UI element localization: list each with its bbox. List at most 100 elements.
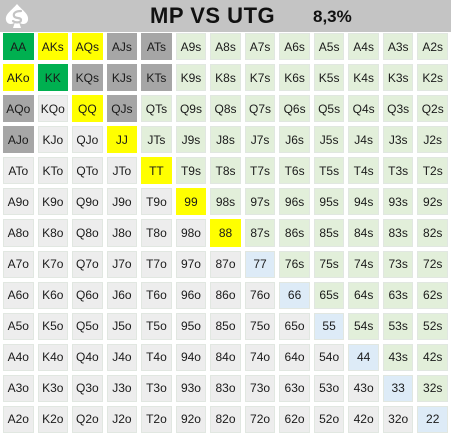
hand-cell[interactable]: A9o <box>3 188 34 216</box>
hand-cell[interactable]: T4s <box>348 157 379 185</box>
hand-cell[interactable]: J8s <box>210 126 241 154</box>
hand-cell[interactable]: 92o <box>175 405 207 433</box>
hand-cell[interactable]: 33 <box>382 374 414 402</box>
hand-cell[interactable]: A7o <box>3 250 34 278</box>
hand-cell[interactable]: T7s <box>244 157 276 185</box>
hand-cell[interactable]: J5s <box>313 126 345 154</box>
hand-cell[interactable]: Q6o <box>72 281 103 309</box>
hand-cell[interactable]: QJo <box>72 126 103 154</box>
hand-cell[interactable]: 52o <box>313 405 345 433</box>
hand-cell[interactable]: 95o <box>175 312 207 340</box>
hand-cell[interactable]: 72o <box>244 405 276 433</box>
hand-cell[interactable]: 74o <box>244 343 276 371</box>
hand-cell[interactable]: 73o <box>244 374 276 402</box>
hand-cell[interactable]: 64s <box>348 281 379 309</box>
hand-cell[interactable]: T3s <box>382 157 414 185</box>
hand-cell[interactable]: A4o <box>3 343 34 371</box>
hand-cell[interactable]: KQs <box>72 64 103 92</box>
hand-cell[interactable]: KK <box>37 64 69 92</box>
hand-cell[interactable]: Q5s <box>313 95 345 123</box>
hand-cell[interactable]: K4s <box>348 64 379 92</box>
hand-cell[interactable]: 63s <box>382 281 414 309</box>
hand-cell[interactable]: QJs <box>106 95 138 123</box>
hand-cell[interactable]: K2s <box>417 64 448 92</box>
hand-cell[interactable]: Q9o <box>72 188 103 216</box>
hand-cell[interactable]: 22 <box>417 405 448 433</box>
hand-cell[interactable]: A5s <box>313 33 345 61</box>
hand-cell[interactable]: 88 <box>210 219 241 247</box>
hand-cell[interactable]: K8o <box>37 219 69 247</box>
hand-cell[interactable]: 95s <box>313 188 345 216</box>
hand-cell[interactable]: A8s <box>210 33 241 61</box>
hand-cell[interactable]: A2s <box>417 33 448 61</box>
hand-cell[interactable]: Q9s <box>175 95 207 123</box>
hand-cell[interactable]: A7s <box>244 33 276 61</box>
hand-cell[interactable]: A2o <box>3 405 34 433</box>
hand-cell[interactable]: Q2o <box>72 405 103 433</box>
hand-cell[interactable]: 43s <box>382 343 414 371</box>
hand-cell[interactable]: 65s <box>313 281 345 309</box>
hand-cell[interactable]: 86s <box>279 219 310 247</box>
hand-cell[interactable]: J2o <box>106 405 138 433</box>
hand-cell[interactable]: QTs <box>141 95 172 123</box>
hand-cell[interactable]: K6s <box>279 64 310 92</box>
hand-cell[interactable]: K4o <box>37 343 69 371</box>
hand-cell[interactable]: 98o <box>175 219 207 247</box>
hand-cell[interactable]: 74s <box>348 250 379 278</box>
hand-cell[interactable]: 72s <box>417 250 448 278</box>
hand-cell[interactable]: Q8o <box>72 219 103 247</box>
hand-cell[interactable]: 87s <box>244 219 276 247</box>
hand-cell[interactable]: 73s <box>382 250 414 278</box>
hand-cell[interactable]: Q8s <box>210 95 241 123</box>
hand-cell[interactable]: AKo <box>3 64 34 92</box>
hand-cell[interactable]: T9o <box>141 188 172 216</box>
hand-cell[interactable]: 87o <box>210 250 241 278</box>
hand-cell[interactable]: 85o <box>210 312 241 340</box>
hand-cell[interactable]: J8o <box>106 219 138 247</box>
hand-cell[interactable]: A8o <box>3 219 34 247</box>
hand-cell[interactable]: J7s <box>244 126 276 154</box>
hand-cell[interactable]: 98s <box>210 188 241 216</box>
hand-cell[interactable]: Q6s <box>279 95 310 123</box>
hand-cell[interactable]: 97s <box>244 188 276 216</box>
hand-cell[interactable]: T4o <box>141 343 172 371</box>
hand-cell[interactable]: T3o <box>141 374 172 402</box>
hand-cell[interactable]: 84s <box>348 219 379 247</box>
hand-cell[interactable]: 54s <box>348 312 379 340</box>
hand-cell[interactable]: 76s <box>279 250 310 278</box>
hand-cell[interactable]: J4o <box>106 343 138 371</box>
hand-cell[interactable]: J6s <box>279 126 310 154</box>
hand-cell[interactable]: K2o <box>37 405 69 433</box>
hand-cell[interactable]: AQo <box>3 95 34 123</box>
hand-cell[interactable]: 62s <box>417 281 448 309</box>
hand-cell[interactable]: A9s <box>175 33 207 61</box>
hand-cell[interactable]: QTo <box>72 157 103 185</box>
hand-cell[interactable]: Q3o <box>72 374 103 402</box>
hand-cell[interactable]: 65o <box>279 312 310 340</box>
hand-cell[interactable]: ATs <box>141 33 172 61</box>
hand-cell[interactable]: 92s <box>417 188 448 216</box>
hand-cell[interactable]: T8o <box>141 219 172 247</box>
hand-cell[interactable]: A4s <box>348 33 379 61</box>
hand-cell[interactable]: 66 <box>279 281 310 309</box>
hand-cell[interactable]: 94s <box>348 188 379 216</box>
hand-cell[interactable]: K8s <box>210 64 241 92</box>
hand-cell[interactable]: 97o <box>175 250 207 278</box>
hand-cell[interactable]: 64o <box>279 343 310 371</box>
hand-cell[interactable]: 93o <box>175 374 207 402</box>
hand-cell[interactable]: 94o <box>175 343 207 371</box>
hand-cell[interactable]: K5s <box>313 64 345 92</box>
hand-cell[interactable]: Q4o <box>72 343 103 371</box>
hand-cell[interactable]: JJ <box>106 126 138 154</box>
hand-cell[interactable]: JTo <box>106 157 138 185</box>
hand-cell[interactable]: AQs <box>72 33 103 61</box>
hand-cell[interactable]: A3s <box>382 33 414 61</box>
hand-cell[interactable]: 55 <box>313 312 345 340</box>
hand-cell[interactable]: 32s <box>417 374 448 402</box>
hand-cell[interactable]: AA <box>3 33 34 61</box>
hand-cell[interactable]: J3o <box>106 374 138 402</box>
hand-cell[interactable]: J9o <box>106 188 138 216</box>
hand-cell[interactable]: TT <box>141 157 172 185</box>
hand-cell[interactable]: 44 <box>348 343 379 371</box>
hand-cell[interactable]: QQ <box>72 95 103 123</box>
